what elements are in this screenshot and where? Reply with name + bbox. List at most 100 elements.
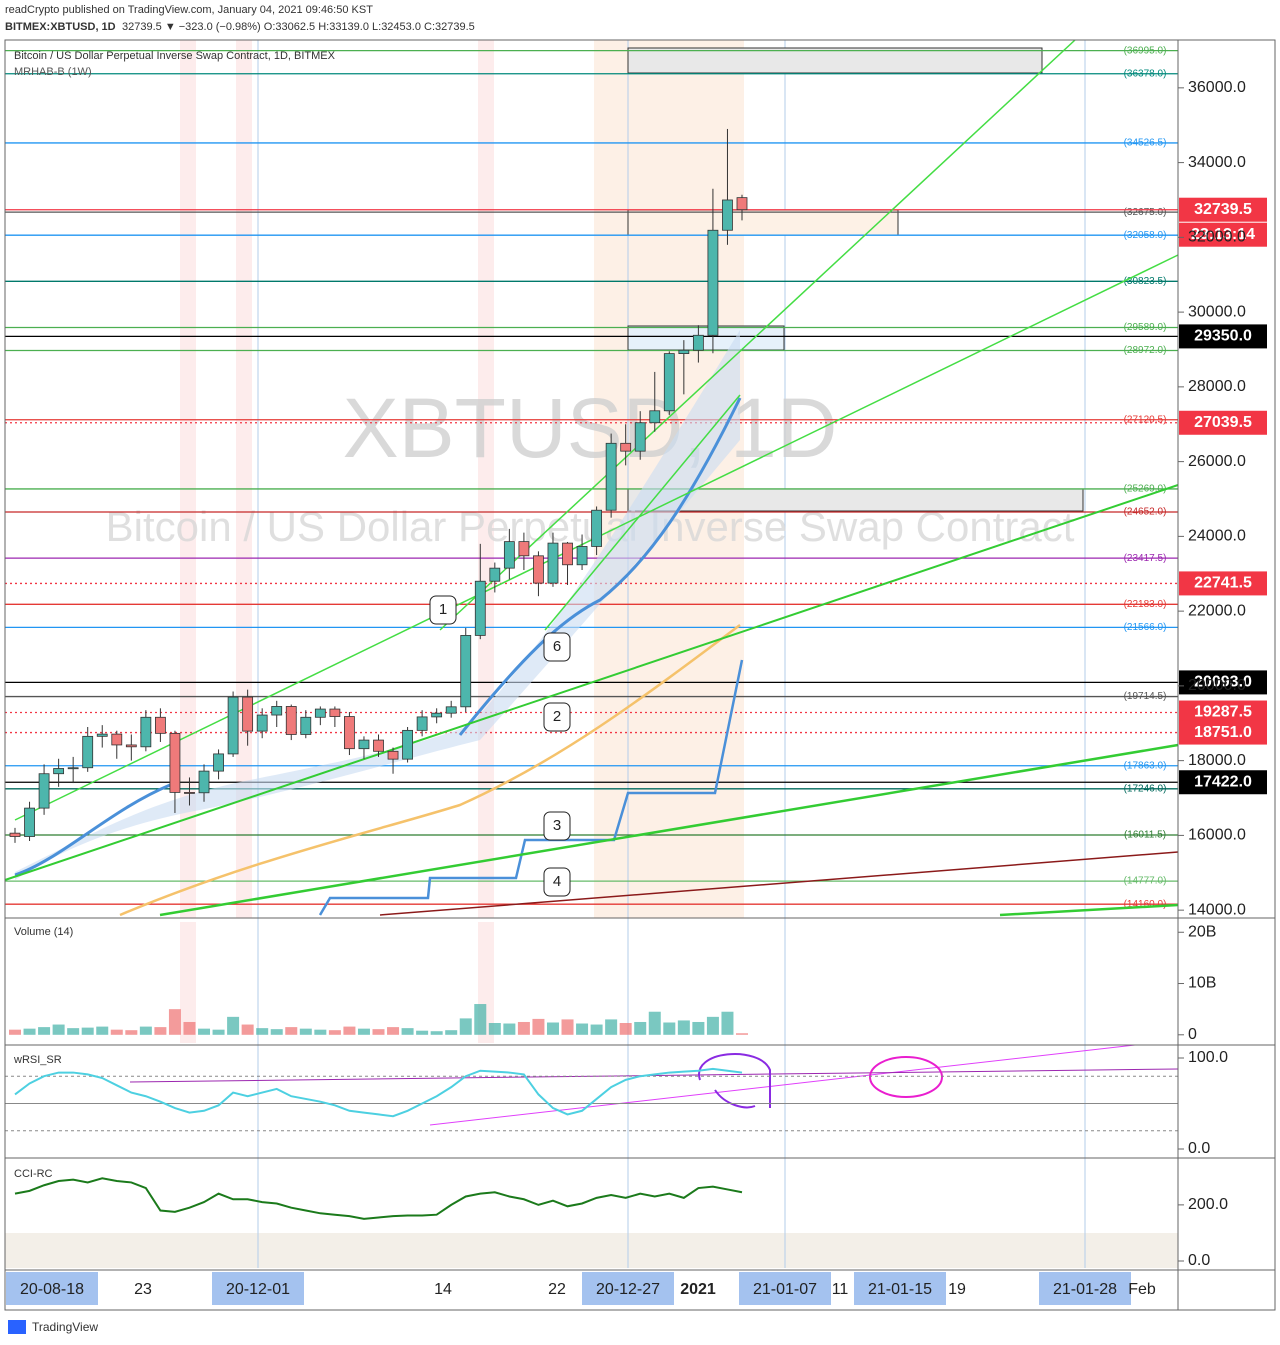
price-tag bbox=[1179, 324, 1267, 349]
volume-bar bbox=[445, 1030, 458, 1035]
volume-bar bbox=[328, 1030, 341, 1035]
outer-frame bbox=[4, 39, 1276, 1311]
price-tag-label: 19287.5 bbox=[1194, 704, 1252, 721]
candle-body bbox=[533, 555, 544, 584]
candle-body bbox=[53, 768, 65, 775]
ma-line bbox=[14, 397, 742, 877]
watermark: Bitcoin / US Dollar Perpetual Inverse Sw… bbox=[106, 503, 1075, 550]
level-label: (24652.0) bbox=[1124, 507, 1167, 518]
volume-bar bbox=[706, 1016, 719, 1035]
trend-line bbox=[4, 484, 1179, 881]
price-tag bbox=[1179, 197, 1267, 222]
callout-box bbox=[429, 595, 457, 625]
volume-bar bbox=[561, 1019, 574, 1035]
level-label: (14160.0) bbox=[1124, 899, 1167, 910]
volume-bar bbox=[648, 1011, 661, 1035]
candle-body bbox=[140, 716, 152, 748]
volume-bar bbox=[343, 1026, 356, 1035]
candle-body bbox=[707, 229, 719, 336]
volume-bar bbox=[474, 1004, 487, 1035]
trend-line bbox=[999, 903, 1179, 917]
plot: 32739.5 23:13:14 29350.0 27039.5 22741.5 2009… bbox=[5, 79, 1267, 1305]
candle-body bbox=[547, 542, 559, 584]
countdown-tag bbox=[1179, 222, 1267, 247]
cci-zone bbox=[5, 1233, 1178, 1268]
level-label: (14777.0) bbox=[1124, 876, 1167, 887]
candle-body bbox=[227, 696, 239, 755]
volume-bar bbox=[532, 1018, 545, 1035]
trend-line bbox=[439, 39, 1076, 631]
volume-bar bbox=[503, 1023, 516, 1035]
candle-body bbox=[678, 349, 690, 354]
candle-body bbox=[285, 706, 297, 735]
volume-bar bbox=[96, 1026, 109, 1035]
time-label: 21-01-15 bbox=[868, 1281, 932, 1298]
candle-body bbox=[300, 716, 312, 735]
volume-bar bbox=[38, 1027, 51, 1035]
candle-body bbox=[96, 733, 108, 737]
candle-body bbox=[154, 716, 166, 734]
price-tag bbox=[1179, 770, 1267, 795]
callout-box bbox=[543, 867, 571, 897]
candle-body bbox=[445, 706, 457, 714]
level-label: (29589.0) bbox=[1124, 322, 1167, 333]
chart-subtitle: MRHAB-B (1W) bbox=[14, 66, 92, 78]
callout: 6 bbox=[553, 638, 561, 655]
y-tick-label: 26000.0 bbox=[1188, 453, 1246, 470]
frames bbox=[4, 39, 1276, 1311]
time-label-bg bbox=[212, 1272, 304, 1305]
quote: 32739.5 ▼ −323.0 (−0.98%) O:33062.5 H:33… bbox=[122, 21, 475, 33]
session-shade bbox=[478, 40, 494, 918]
candle-body bbox=[460, 635, 472, 708]
volume-bar bbox=[183, 1021, 196, 1035]
price-tag bbox=[1179, 720, 1267, 745]
volume-bar bbox=[81, 1027, 94, 1035]
level-label: (17246.0) bbox=[1124, 783, 1167, 794]
level-label: (36995.0) bbox=[1124, 45, 1167, 56]
volume-bar bbox=[241, 1024, 254, 1035]
level-label: (27120.5) bbox=[1124, 414, 1167, 425]
watermark: XBTUSD, 1D bbox=[343, 381, 838, 475]
y-tick-label: 0 bbox=[1188, 1026, 1197, 1043]
level-label: (19714.5) bbox=[1124, 691, 1167, 702]
level-label: (32058.0) bbox=[1124, 230, 1167, 241]
footer: TradingView bbox=[32, 1320, 98, 1334]
candle-body bbox=[184, 792, 195, 794]
price-tag bbox=[1179, 670, 1267, 695]
trend-line bbox=[379, 851, 1179, 916]
panel-title: CCI-RC bbox=[14, 1168, 53, 1180]
candle-body bbox=[198, 770, 210, 794]
y-tick-label: 100.0 bbox=[1188, 1049, 1228, 1066]
y-tick-label: 0.0 bbox=[1188, 1252, 1210, 1269]
level-label: (32675.0) bbox=[1124, 207, 1167, 218]
volume-bar bbox=[546, 1022, 559, 1035]
candle-body bbox=[314, 708, 326, 718]
level-label: (36378.0) bbox=[1124, 68, 1167, 79]
volume-bar bbox=[677, 1020, 690, 1035]
band bbox=[15, 330, 740, 880]
volume-bar bbox=[9, 1029, 21, 1035]
volume-bar bbox=[125, 1030, 138, 1035]
price-tag-label: 18751.0 bbox=[1194, 724, 1252, 741]
level-label: (34526.5) bbox=[1124, 138, 1167, 149]
annotation-scribble bbox=[698, 1053, 771, 1109]
callout-box bbox=[543, 702, 571, 732]
indicator-line bbox=[14, 1177, 743, 1220]
candle-body bbox=[663, 353, 675, 412]
panel-title: wRSI_SR bbox=[13, 1054, 62, 1066]
volume-bar bbox=[23, 1028, 36, 1035]
zone-box bbox=[627, 47, 1043, 74]
candle-body bbox=[82, 735, 94, 769]
callout-box bbox=[543, 632, 571, 662]
price-tag bbox=[1179, 700, 1267, 725]
y-tick-label: 36000.0 bbox=[1188, 79, 1246, 96]
candle-body bbox=[605, 442, 617, 511]
chart-title: Bitcoin / US Dollar Perpetual Inverse Sw… bbox=[14, 50, 336, 62]
candle-body bbox=[329, 708, 341, 717]
price-tag-label: 29350.0 bbox=[1194, 328, 1252, 345]
step-line bbox=[318, 659, 744, 916]
volume-bar bbox=[736, 1033, 748, 1035]
volume-bar bbox=[227, 1016, 240, 1035]
candle-body bbox=[591, 509, 602, 547]
candle-body bbox=[169, 732, 181, 793]
